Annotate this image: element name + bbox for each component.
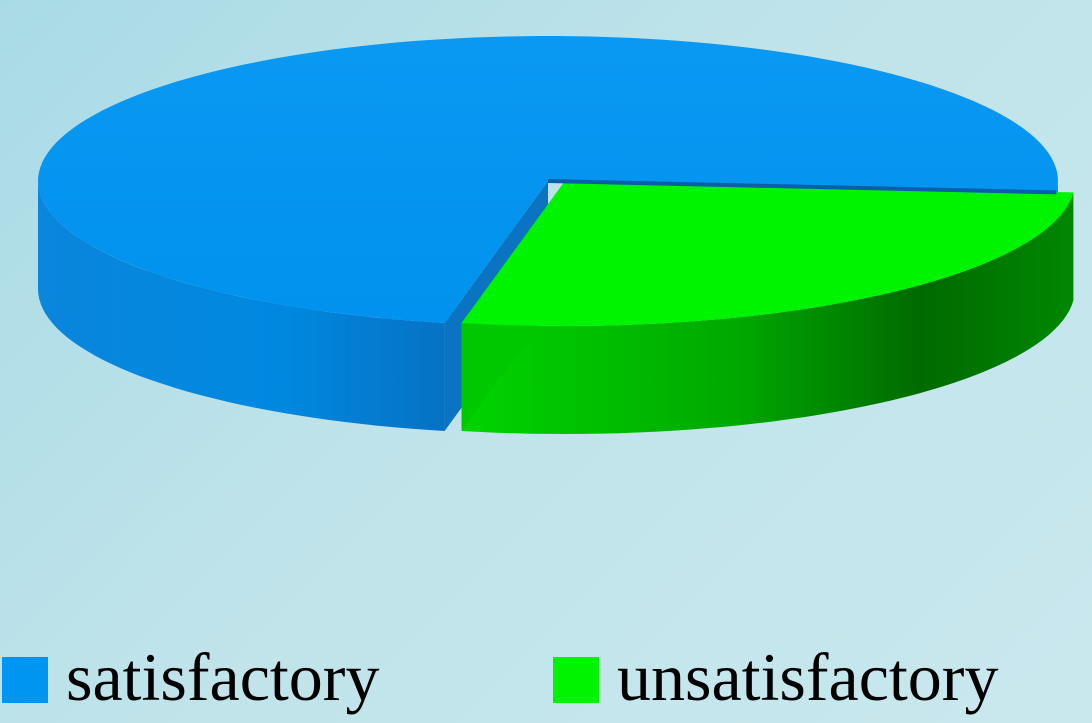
legend-label-satisfactory: satisfactory bbox=[66, 638, 380, 715]
legend-item-satisfactory: satisfactory bbox=[2, 630, 379, 723]
slice-seam-line bbox=[547, 179, 1057, 195]
legend-swatch-unsatisfactory bbox=[553, 656, 599, 703]
slice-top-unsatisfactory bbox=[461, 181, 1074, 326]
legend-item-unsatisfactory: unsatisfactory bbox=[553, 630, 998, 723]
slice-side-satisfactory bbox=[38, 181, 445, 431]
legend-label-unsatisfactory: unsatisfactory bbox=[617, 638, 999, 715]
legend-swatch-satisfactory bbox=[2, 656, 48, 703]
slice-side-unsatisfactory bbox=[461, 192, 1074, 434]
slice-top-satisfactory bbox=[38, 36, 1058, 323]
slice-tops bbox=[38, 36, 1074, 326]
legend: satisfactory unsatisfactory bbox=[0, 630, 1092, 723]
